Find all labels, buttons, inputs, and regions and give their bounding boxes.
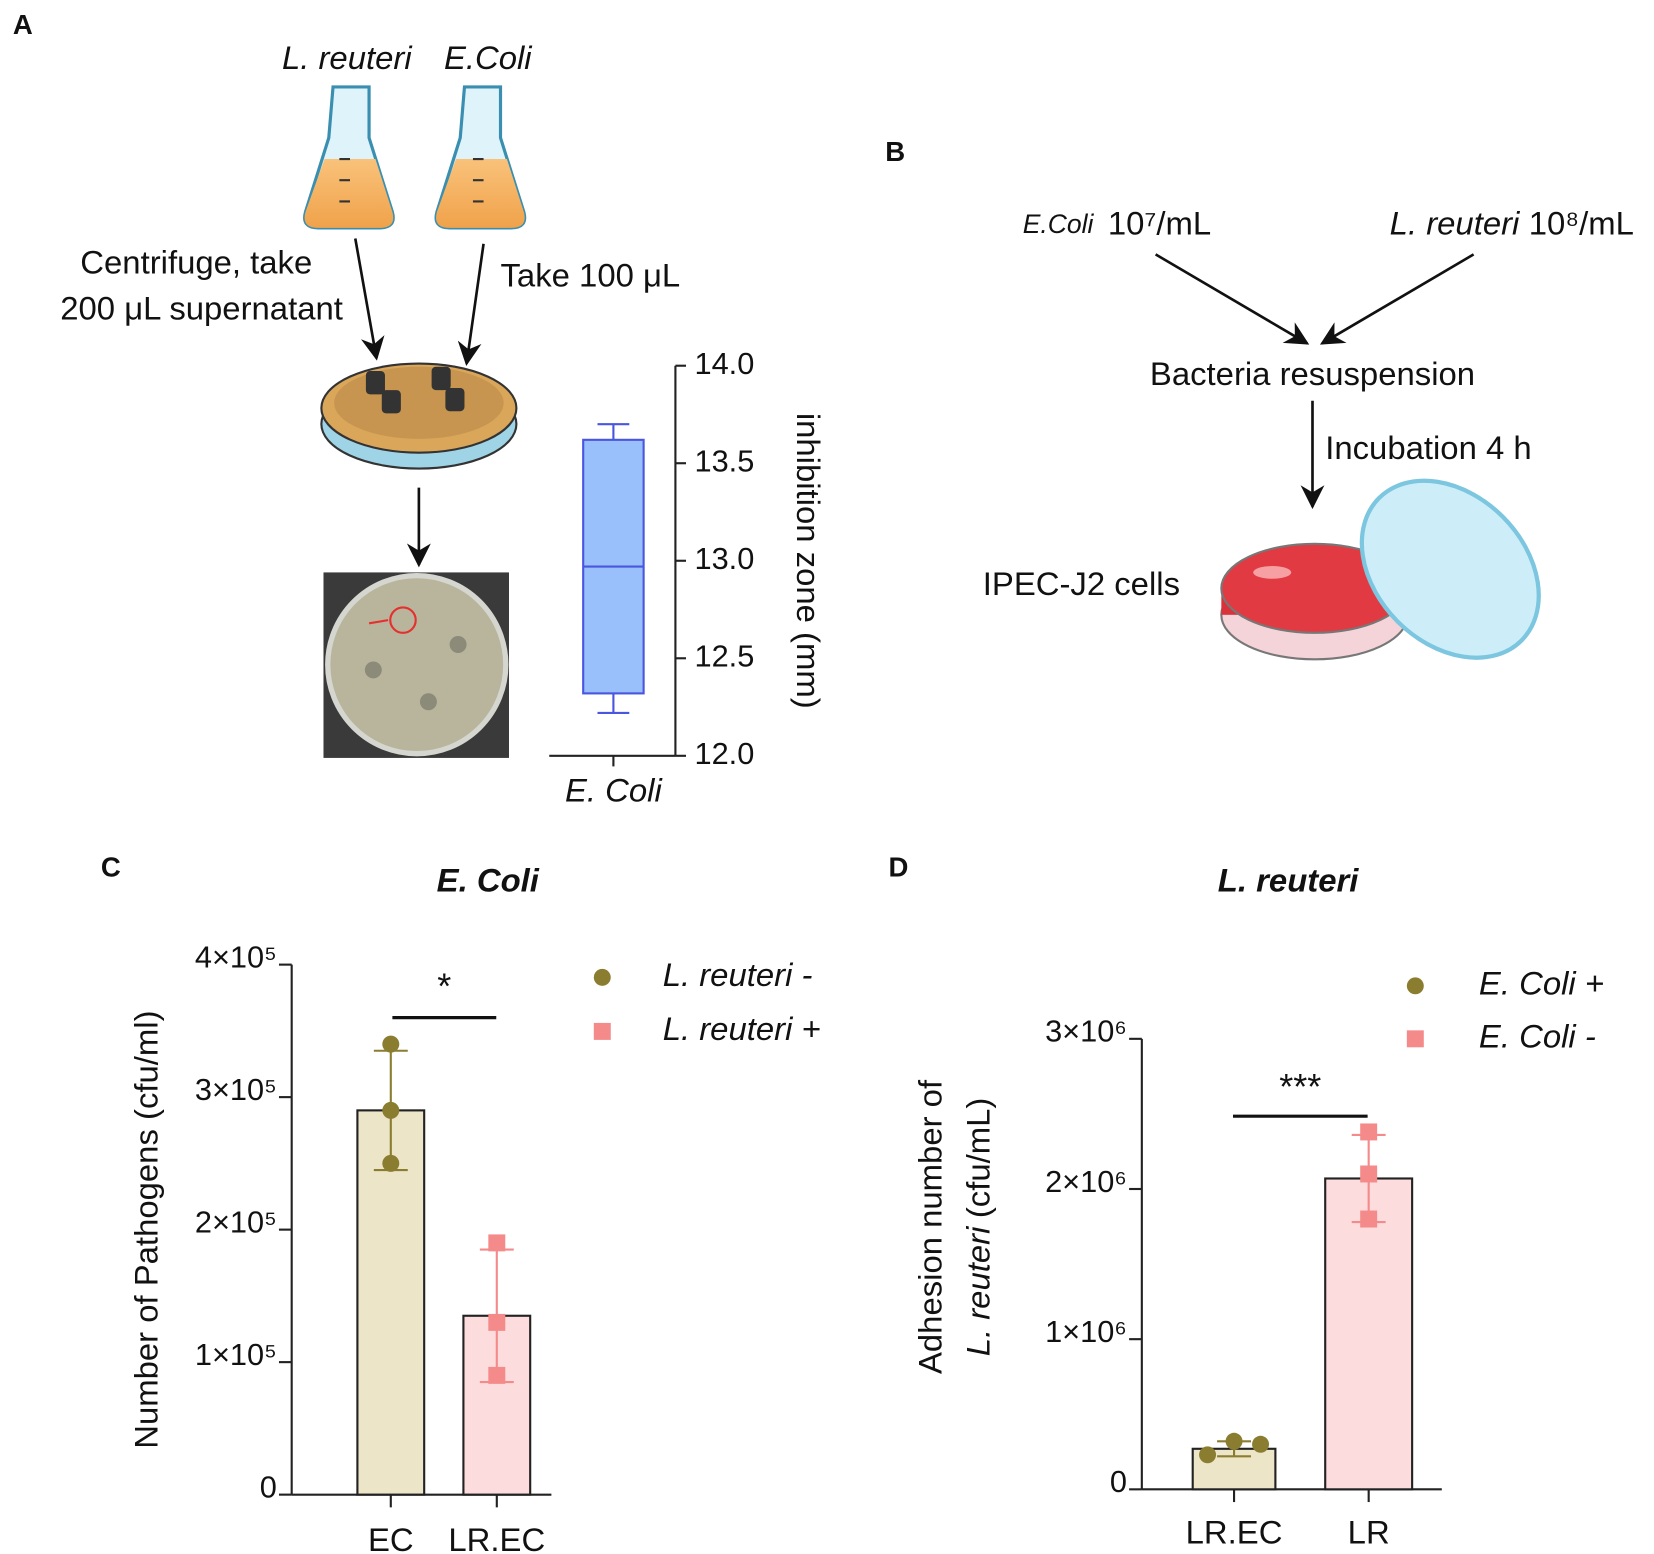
y-axis-label: Adhesion number of [912, 1079, 949, 1374]
input-name: E.Coli [1023, 209, 1095, 239]
data-point [382, 1154, 400, 1172]
flask [303, 85, 395, 230]
data-point [1360, 1210, 1378, 1228]
flask [434, 85, 527, 230]
legend-label: E. Coli + [1479, 965, 1604, 1002]
panel-label: D [888, 852, 908, 883]
y-tick-label: 3×10⁶ [1045, 1014, 1127, 1049]
input-concentration: 10⁷/mL [1108, 204, 1211, 241]
y-tick-label: 2×10⁶ [1045, 1164, 1127, 1199]
y-tick-label: 0 [1110, 1464, 1127, 1499]
strain-label: L. reuteri [282, 39, 413, 76]
data-point [1360, 1123, 1378, 1141]
y-tick-label: 12.5 [694, 638, 754, 673]
data-point [382, 1101, 400, 1119]
chart-title: E. Coli [437, 862, 540, 899]
legend-label: E. Coli - [1479, 1018, 1596, 1055]
data-point [1199, 1446, 1217, 1464]
data-point [488, 1366, 506, 1384]
input-name: L. reuteri [1390, 204, 1521, 241]
strain-label: E.Coli [444, 39, 533, 76]
y-axis-label-italic: L. reuteri [959, 1225, 996, 1356]
arrow [1154, 253, 1310, 345]
legend-label: L. reuteri - [663, 956, 813, 993]
cell-dish [1220, 478, 1541, 661]
arrow [457, 243, 485, 366]
x-tick-label: LR [1348, 1514, 1390, 1551]
x-tick-label: EC [368, 1521, 414, 1554]
arrow [1319, 253, 1475, 345]
y-tick-label: 1×10⁶ [1045, 1314, 1127, 1349]
significance-label: *** [1279, 1066, 1321, 1107]
y-tick-label: 14.0 [694, 346, 754, 381]
y-axis-label: L. reuteri (cfu/mL) [959, 1098, 996, 1357]
legend-marker [593, 1022, 611, 1040]
y-tick-label: 13.0 [694, 541, 754, 576]
panel-label: C [101, 852, 121, 883]
data-point [1360, 1165, 1378, 1183]
data-point [488, 1234, 506, 1252]
y-tick-label: 1×10⁵ [195, 1337, 277, 1372]
plate-photo [323, 572, 509, 758]
step-text: Take 100 μL [501, 256, 681, 293]
x-tick-label: E. Coli [565, 772, 663, 809]
y-tick-label: 0 [260, 1469, 277, 1504]
y-axis-label: inhibition zone (mm) [790, 413, 827, 709]
y-tick-label: 12.0 [694, 736, 754, 771]
cells-label: IPEC-J2 cells [983, 565, 1180, 602]
data-point [1225, 1432, 1243, 1450]
data-point [1252, 1435, 1270, 1453]
y-tick-label: 13.5 [694, 443, 754, 478]
step-text: 200 μL supernatant [60, 289, 343, 326]
bar [356, 1109, 426, 1496]
y-axis-label-unit: (cfu/mL) [959, 1098, 996, 1219]
panel-label: B [885, 136, 905, 167]
y-tick-label: 2×10⁵ [195, 1204, 277, 1239]
legend-label: L. reuteri + [663, 1010, 821, 1047]
petri-dish [320, 362, 518, 470]
y-axis-label: Number of Pathogens (cfu/ml) [127, 1010, 164, 1448]
data-point [488, 1313, 506, 1331]
step-text: Centrifuge, take [80, 244, 312, 281]
legend-marker [593, 968, 611, 986]
legend-marker [1406, 977, 1424, 995]
step-text: Incubation 4 h [1325, 429, 1531, 466]
step-text: Bacteria resuspension [1150, 355, 1475, 392]
chart-title: L. reuteri [1218, 862, 1359, 899]
x-tick-label: LR.EC [1186, 1514, 1283, 1551]
panel-label: A [13, 9, 33, 40]
input-concentration: 10⁸/mL [1529, 204, 1634, 241]
legend-marker [1406, 1030, 1424, 1048]
y-tick-label: 4×10⁵ [195, 939, 277, 974]
data-point [382, 1035, 400, 1053]
arrow [353, 238, 385, 361]
x-tick-label: LR.EC [448, 1521, 545, 1554]
significance-label: * [437, 966, 451, 1007]
y-tick-label: 3×10⁵ [195, 1072, 277, 1107]
